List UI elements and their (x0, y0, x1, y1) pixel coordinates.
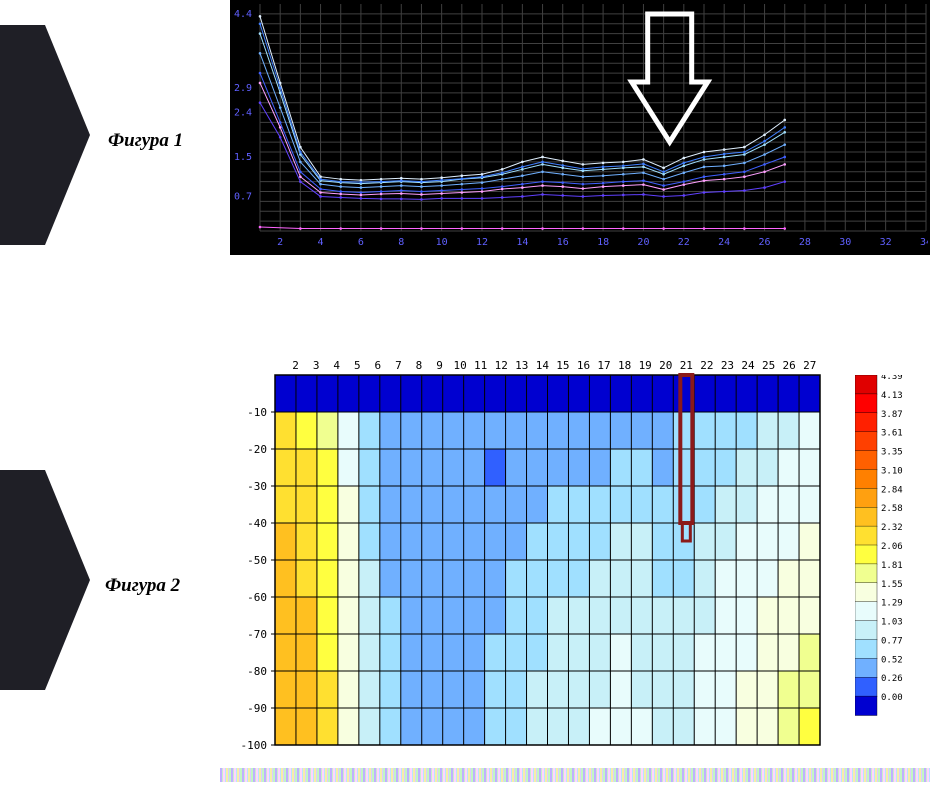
svg-text:7: 7 (395, 359, 402, 372)
svg-text:4.13: 4.13 (881, 391, 903, 401)
svg-text:28: 28 (799, 237, 811, 248)
svg-text:17: 17 (597, 359, 610, 372)
svg-text:2.58: 2.58 (881, 504, 903, 514)
svg-text:1.55: 1.55 (881, 580, 903, 590)
svg-text:30: 30 (839, 237, 851, 248)
svg-text:-80: -80 (247, 665, 267, 678)
svg-text:20: 20 (637, 237, 649, 248)
svg-text:3.35: 3.35 (881, 448, 903, 458)
svg-text:2.84: 2.84 (881, 485, 903, 495)
svg-text:19: 19 (639, 359, 652, 372)
svg-text:26: 26 (783, 359, 796, 372)
svg-text:3: 3 (313, 359, 320, 372)
svg-text:0.26: 0.26 (881, 674, 903, 684)
noise-bar (220, 768, 930, 782)
svg-text:-20: -20 (247, 443, 267, 456)
svg-text:2: 2 (277, 237, 283, 248)
svg-text:14: 14 (536, 359, 550, 372)
svg-text:9: 9 (436, 359, 443, 372)
svg-text:22: 22 (700, 359, 713, 372)
svg-text:4.4: 4.4 (234, 9, 252, 20)
svg-text:2.9: 2.9 (234, 83, 252, 94)
svg-text:0.00: 0.00 (881, 693, 903, 703)
svg-text:12: 12 (476, 237, 488, 248)
svg-text:12: 12 (495, 359, 508, 372)
svg-text:23: 23 (721, 359, 734, 372)
svg-text:6: 6 (375, 359, 382, 372)
svg-text:-70: -70 (247, 628, 267, 641)
svg-text:0.77: 0.77 (881, 636, 903, 646)
svg-text:-60: -60 (247, 591, 267, 604)
svg-text:1.5: 1.5 (234, 152, 252, 163)
svg-text:8: 8 (398, 237, 404, 248)
svg-text:4.39: 4.39 (881, 375, 903, 382)
svg-text:24: 24 (718, 237, 730, 248)
svg-text:10: 10 (453, 359, 466, 372)
svg-text:22: 22 (678, 237, 690, 248)
svg-text:32: 32 (880, 237, 892, 248)
figure2-label: Фигура 2 (105, 575, 180, 597)
svg-text:15: 15 (556, 359, 569, 372)
svg-text:27: 27 (803, 359, 816, 372)
svg-text:14: 14 (516, 237, 528, 248)
svg-text:-10: -10 (247, 406, 267, 419)
figure1-label: Фигура 1 (108, 130, 183, 152)
svg-text:18: 18 (597, 237, 609, 248)
svg-text:6: 6 (358, 237, 364, 248)
svg-text:0.52: 0.52 (881, 655, 903, 665)
svg-text:2: 2 (292, 359, 299, 372)
svg-text:5: 5 (354, 359, 361, 372)
svg-text:16: 16 (557, 237, 569, 248)
svg-text:25: 25 (762, 359, 775, 372)
svg-text:4: 4 (333, 359, 340, 372)
svg-text:26: 26 (759, 237, 771, 248)
svg-text:4: 4 (318, 237, 324, 248)
svg-text:24: 24 (741, 359, 755, 372)
svg-text:20: 20 (659, 359, 672, 372)
svg-text:21: 21 (680, 359, 693, 372)
svg-text:11: 11 (474, 359, 487, 372)
svg-text:16: 16 (577, 359, 590, 372)
svg-text:1.29: 1.29 (881, 599, 903, 609)
figure2-chart: 2345678910111213141516171819202122232425… (225, 355, 937, 760)
pointer-shape-1 (0, 25, 90, 245)
svg-text:10: 10 (436, 237, 448, 248)
svg-text:13: 13 (515, 359, 528, 372)
svg-text:2.06: 2.06 (881, 542, 903, 552)
svg-text:3.10: 3.10 (881, 466, 903, 476)
svg-text:8: 8 (416, 359, 423, 372)
svg-text:3.87: 3.87 (881, 410, 903, 420)
svg-text:2.32: 2.32 (881, 523, 903, 533)
svg-text:-30: -30 (247, 480, 267, 493)
svg-text:34: 34 (920, 237, 928, 248)
svg-text:0.7: 0.7 (234, 191, 252, 202)
pointer-shape-2 (0, 470, 90, 690)
svg-text:18: 18 (618, 359, 631, 372)
svg-text:2.4: 2.4 (234, 108, 252, 119)
svg-text:-40: -40 (247, 517, 267, 530)
svg-text:1.81: 1.81 (881, 561, 903, 571)
svg-text:-90: -90 (247, 702, 267, 715)
figure1-chart: 2468101214161820222426283032340.71.52.42… (230, 0, 930, 255)
svg-text:-100: -100 (241, 739, 268, 752)
svg-text:1.03: 1.03 (881, 618, 903, 628)
svg-text:-50: -50 (247, 554, 267, 567)
svg-text:3.61: 3.61 (881, 429, 903, 439)
